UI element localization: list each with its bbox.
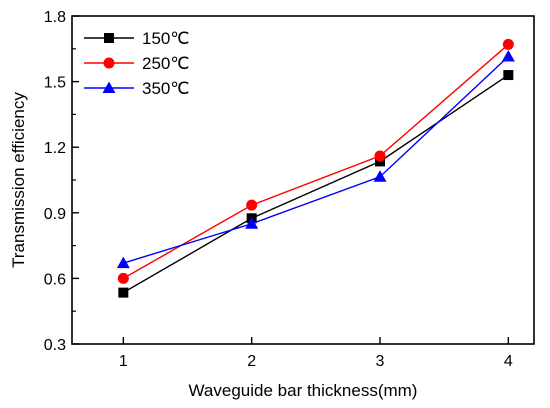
y-tick-label: 1.2 — [44, 140, 66, 157]
legend-item: 350℃ — [84, 79, 189, 98]
data-point-triangle — [116, 256, 130, 269]
data-point-circle — [374, 150, 386, 162]
series-layer — [116, 38, 515, 298]
data-point-triangle — [501, 49, 515, 62]
data-point-square — [118, 287, 129, 298]
data-point-square — [503, 70, 514, 81]
y-tick-label: 0.9 — [44, 206, 66, 223]
data-point-circle — [502, 38, 514, 50]
data-point-triangle — [373, 170, 387, 182]
x-axis: 1 2 3 4 — [119, 337, 513, 370]
data-point-triangle — [245, 217, 259, 229]
legend-label: 250℃ — [142, 54, 189, 73]
data-point-triangle — [102, 81, 116, 93]
y-tick-label: 1.8 — [44, 9, 66, 26]
y-tick-label: 0.3 — [44, 337, 66, 354]
legend-item: 250℃ — [84, 54, 189, 73]
series-line — [123, 55, 509, 264]
data-point-circle — [117, 272, 129, 284]
data-point-circle — [246, 199, 258, 211]
data-point-square — [104, 33, 114, 43]
y-tick-label: 1.5 — [44, 75, 66, 92]
x-tick-label: 2 — [247, 353, 256, 370]
y-axis: 0.3 0.6 0.9 1.2 1.5 1.8 — [44, 9, 79, 354]
plot-frame — [71, 15, 535, 345]
x-tick-label: 1 — [119, 353, 128, 370]
x-axis-title: Waveguide bar thickness(mm) — [189, 381, 418, 400]
legend-item: 150℃ — [84, 29, 189, 48]
series-line — [122, 43, 509, 280]
y-tick-label: 0.6 — [44, 271, 66, 288]
data-point-circle — [103, 57, 115, 69]
x-tick-label: 3 — [376, 353, 385, 370]
x-tick-label: 4 — [504, 353, 513, 370]
y-axis-title: Transmission efficiency — [9, 92, 28, 268]
series-2 — [116, 49, 515, 269]
legend-label: 150℃ — [142, 29, 189, 48]
series-1 — [117, 38, 514, 284]
legend: 150℃ 250℃ 350℃ — [84, 29, 189, 98]
series-line — [122, 74, 509, 294]
legend-label: 350℃ — [142, 79, 189, 98]
